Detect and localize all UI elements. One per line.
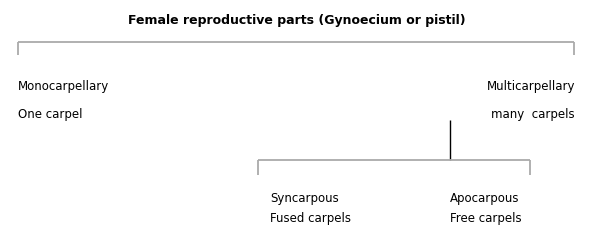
Text: Multicarpellary: Multicarpellary [486, 80, 575, 93]
Text: Female reproductive parts (Gynoecium or pistil): Female reproductive parts (Gynoecium or … [127, 14, 466, 27]
Text: Fused carpels: Fused carpels [270, 212, 351, 225]
Text: Apocarpous: Apocarpous [450, 192, 519, 205]
Text: Free carpels: Free carpels [450, 212, 522, 225]
Text: Syncarpous: Syncarpous [270, 192, 339, 205]
Text: One carpel: One carpel [18, 108, 82, 121]
Text: Monocarpellary: Monocarpellary [18, 80, 109, 93]
Text: many  carpels: many carpels [492, 108, 575, 121]
